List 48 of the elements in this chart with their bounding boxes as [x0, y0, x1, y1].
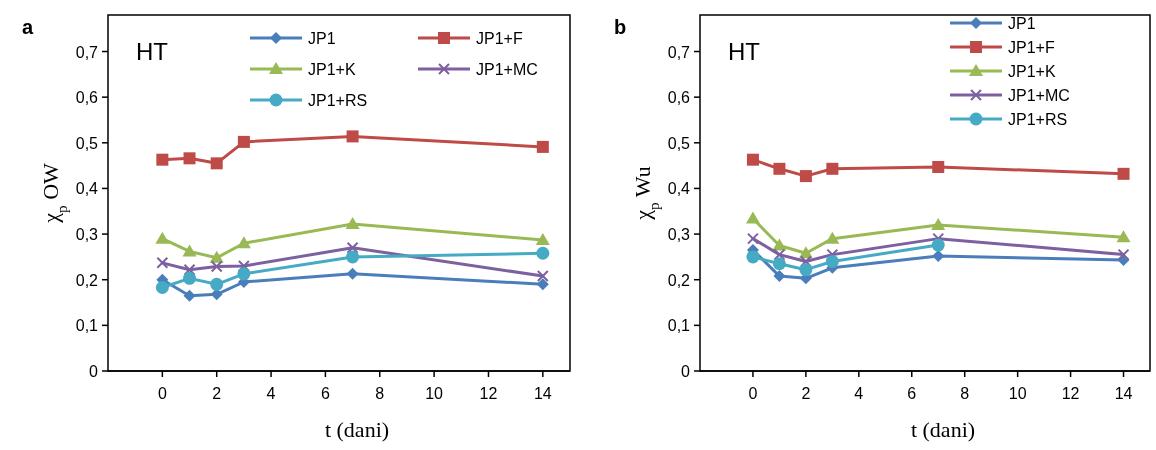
x-tick-label: 0	[748, 385, 758, 402]
x-tick-label: 14	[1114, 385, 1133, 402]
legend-label: JP1+RS	[308, 92, 368, 109]
x-tick-label: 4	[854, 385, 864, 402]
y-tick-label: 0,4	[75, 180, 99, 198]
legend-label: JP1+K	[308, 61, 356, 78]
y-tick-label: 0,2	[667, 271, 691, 289]
y-tick-label: 0,3	[667, 226, 691, 244]
y-tick-label: 0,6	[75, 89, 99, 107]
y-tick-label: 0,5	[667, 134, 691, 152]
x-tick-label: 10	[425, 385, 444, 402]
y-tick-label: 0,2	[75, 271, 99, 289]
x-tick-label: 2	[212, 385, 222, 402]
x-tick-label: 10	[1008, 385, 1027, 402]
legend-label: JP1	[308, 30, 336, 47]
x-tick-label: 2	[801, 385, 811, 402]
legend-label: JP1+K	[1008, 63, 1056, 80]
x-tick-label: 8	[960, 385, 970, 402]
x-axis-title: t (dani)	[324, 417, 390, 442]
legend-label: JP1+MC	[1008, 87, 1070, 104]
x-tick-label: 6	[907, 385, 917, 402]
y-tick-label: 0,4	[667, 180, 691, 198]
x-tick-label: 14	[533, 385, 552, 402]
x-tick-label: 0	[157, 385, 167, 402]
annotation: HT	[728, 38, 761, 65]
y-tick-label: 0,1	[667, 317, 691, 335]
legend-label: JP1+MC	[476, 61, 538, 78]
legend-label: JP1+F	[476, 30, 523, 47]
y-tick-label: 0,3	[75, 226, 99, 244]
legend-label: JP1+RS	[1008, 111, 1068, 128]
x-tick-label: 8	[375, 385, 385, 402]
x-tick-label: 12	[1061, 385, 1080, 402]
y-tick-label: 0,6	[667, 89, 691, 107]
x-axis-title: t (dani)	[910, 417, 976, 442]
x-tick-label: 4	[266, 385, 276, 402]
chart-title: b	[614, 16, 627, 38]
x-tick-label: 12	[479, 385, 498, 402]
y-tick-label: 0,5	[75, 134, 99, 152]
y-tick-label: 0,1	[75, 317, 99, 335]
legend-label: JP1	[1008, 15, 1036, 32]
y-tick-label: 0,7	[75, 43, 99, 61]
x-tick-label: 6	[320, 385, 330, 402]
y-tick-label: 0,7	[667, 43, 691, 61]
legend-label: JP1+F	[1008, 39, 1055, 56]
y-tick-label: 0	[89, 363, 99, 380]
y-tick-label: 0	[681, 363, 691, 380]
annotation: HT	[136, 38, 169, 65]
chart-title: a	[22, 16, 34, 38]
